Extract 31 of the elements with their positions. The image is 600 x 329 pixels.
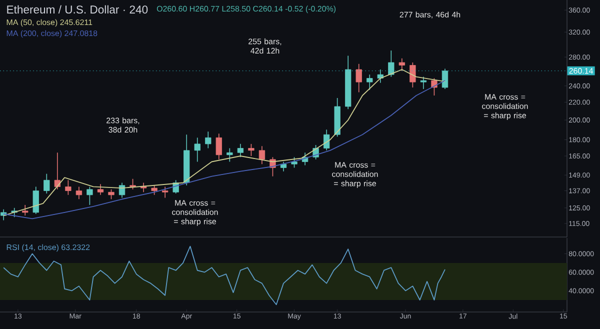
candlestick: [32, 186, 39, 214]
candlestick: [44, 173, 50, 194]
candlestick: [366, 74, 373, 90]
candlestick: [323, 129, 330, 151]
candlestick: [237, 144, 244, 158]
candlestick: [420, 76, 427, 90]
candlestick: [398, 58, 405, 72]
candlestick: [280, 161, 287, 172]
candlestick: [226, 148, 233, 162]
candlestick: [377, 69, 384, 84]
candlestick: [194, 137, 200, 162]
candlestick: [205, 131, 212, 149]
candlestick: [216, 133, 222, 160]
candlestick: [54, 152, 60, 190]
candlestick: [151, 184, 158, 196]
candlestick: [162, 186, 168, 198]
candlestick: [140, 182, 147, 193]
candlestick: [291, 156, 298, 168]
candlestick: [65, 180, 72, 196]
candlestick: [248, 144, 254, 156]
candlestick: [22, 204, 28, 216]
candlestick: [410, 62, 416, 88]
candlestick: [258, 146, 266, 164]
candlestick: [76, 186, 82, 200]
candlestick: [108, 189, 114, 200]
candlestick: [388, 50, 394, 78]
candlestick: [97, 184, 104, 196]
candlestick: [86, 186, 93, 206]
candlestick: [130, 178, 136, 190]
chart-title: Ethereum / U.S. Dollar · 240: [7, 5, 148, 14]
candlestick: [356, 63, 362, 93]
